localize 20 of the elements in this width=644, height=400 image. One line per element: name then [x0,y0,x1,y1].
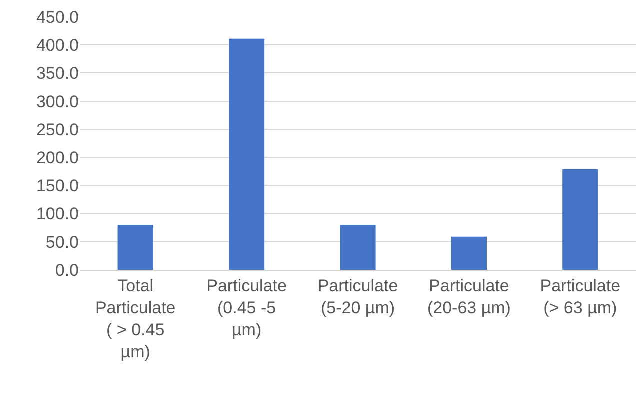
x-tick-label: Particulate (20-63 µm) [427,276,511,318]
bar [340,225,376,270]
bar [451,236,487,270]
y-tick-label: 250.0 [36,120,79,140]
y-tick-label: 0.0 [55,260,79,280]
y-tick-label: 50.0 [46,232,79,252]
y-tick-label: 400.0 [36,36,79,56]
y-tick-label: 150.0 [36,176,79,196]
y-tick-label: 450.0 [36,8,79,27]
bar [118,225,154,270]
x-tick-label: Particulate (> 63 µm) [540,276,621,318]
bar [562,169,598,270]
x-tick-label: Particulate (0.45 -5 µm) [206,276,287,340]
y-tick-label: 300.0 [36,92,79,112]
y-tick-label: 100.0 [36,204,79,224]
x-tick-label: Particulate (5-20 µm) [318,276,398,318]
y-tick-label: 350.0 [36,64,79,84]
y-tick-label: 200.0 [36,148,79,168]
bar [229,38,265,270]
x-tick-label: Total Particulate ( > 0.45 µm) [95,276,176,362]
